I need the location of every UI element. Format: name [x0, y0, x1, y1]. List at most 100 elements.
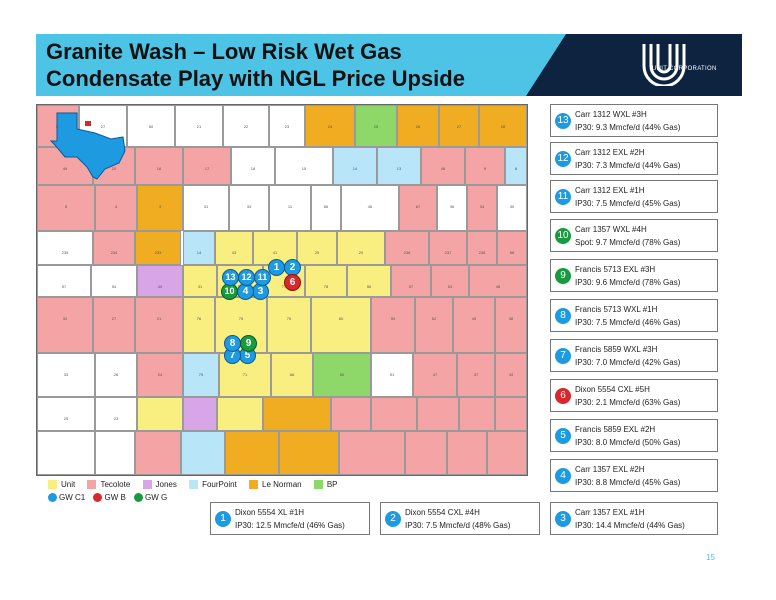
lease-section [263, 397, 331, 431]
unit-logo-icon [642, 44, 686, 86]
well-name: Carr 1312 WXL #3H [575, 110, 647, 119]
well-badge-6: 6 [555, 388, 571, 404]
lease-section: 236 [385, 231, 429, 265]
lease-section [447, 431, 487, 475]
lease-section: 21 [175, 105, 223, 147]
legend-item-tecolote: Tecolote [87, 480, 130, 490]
lease-section: 234 [93, 231, 135, 265]
lease-section [459, 397, 495, 431]
well-production: IP30: 7.0 Mmcfe/d (42% Gas) [575, 358, 681, 367]
page-number: 15 [706, 553, 715, 562]
lease-section: 51 [371, 353, 413, 397]
lease-section: 38 [495, 297, 527, 353]
well-info-box-8: 8 Francis 5713 WXL #1H IP30: 7.5 Mmcfe/d (… [550, 299, 718, 332]
well-badge-5: 5 [555, 428, 571, 444]
lease-section [487, 431, 527, 475]
lease-section: 16 [135, 147, 183, 185]
well-name: Carr 1357 WXL #4H [575, 225, 647, 234]
well-production: IP30: 2.1 Mmcfe/d (63% Gas) [575, 398, 681, 407]
lease-section: 40 [137, 265, 183, 297]
lease-section: 26 [397, 105, 439, 147]
legend-gwb: GW B [93, 493, 126, 503]
well-info-box-4: 4 Carr 1357 EXL #2H IP30: 8.8 Mmcfe/d (45%… [550, 459, 718, 492]
well-marker-12[interactable]: 12 [238, 269, 255, 286]
lease-section: 9 [465, 147, 505, 185]
lease-section: 43 [215, 231, 253, 265]
lease-section: 25 [37, 397, 95, 431]
lease-section: 70 [267, 297, 311, 353]
page-title: Granite Wash – Low Risk Wet Gas Condensa… [46, 39, 465, 91]
lease-section: 33 [229, 185, 269, 231]
well-marker-9[interactable]: 9 [240, 335, 257, 352]
lease-section: 31 [183, 265, 217, 297]
lease-section: 8 [505, 147, 527, 185]
lease-section: 11 [269, 185, 311, 231]
well-badge-7: 7 [555, 348, 571, 364]
well-badge-9: 9 [555, 268, 571, 284]
lease-section: 14 [333, 147, 377, 185]
lease-section: 54 [91, 265, 137, 297]
lease-section: 76 [183, 297, 215, 353]
well-info-box-5: 5 Francis 5859 EXL #2H IP30: 8.0 Mmcfe/d (… [550, 419, 718, 452]
lease-section: 29 [297, 231, 337, 265]
lease-section: 66 [311, 185, 341, 231]
lease-section [135, 431, 181, 475]
legend-item-bp: BP [313, 480, 338, 490]
well-info-box-7: 7 Francis 5859 WXL #3H IP30: 7.0 Mmcfe/d (… [550, 339, 718, 372]
well-marker-1[interactable]: 1 [268, 259, 285, 276]
lease-section: 50 [127, 105, 175, 147]
well-marker-13[interactable]: 13 [222, 269, 239, 286]
well-production: IP30: 7.5 Mmcfe/d (46% Gas) [575, 318, 681, 327]
texas-icon [49, 112, 126, 180]
lease-section: 32 [37, 297, 93, 353]
lease-section: 37 [457, 353, 495, 397]
well-name: Dixon 5554 CXL #5H [575, 385, 650, 394]
lease-section: 24 [305, 105, 355, 147]
lease-section: 24 [137, 353, 183, 397]
lease-section: 59 [371, 297, 415, 353]
lease-section [137, 397, 183, 431]
well-production: Spot: 9.7 Mmcfe/d (78% Gas) [575, 238, 681, 247]
lease-section: 49 [453, 297, 495, 353]
lease-section: 34 [467, 185, 497, 231]
lease-section: 14 [183, 231, 215, 265]
legend-item-lenorman: Le Norman [249, 480, 302, 490]
well-marker-11[interactable]: 11 [254, 269, 271, 286]
lease-map: 3627502122232425262728492016171815141346… [36, 104, 528, 476]
lease-section [95, 431, 135, 475]
lease-section [495, 397, 527, 431]
well-info-box-6: 6 Dixon 5554 CXL #5H IP30: 2.1 Mmcfe/d (63… [550, 379, 718, 412]
banner-dark-panel [566, 34, 742, 96]
lease-section: 3 [137, 185, 183, 231]
lease-section: 50 [313, 353, 371, 397]
lease-section: 233 [135, 231, 181, 265]
well-production: IP30: 14.4 Mmcfe/d (44% Gas) [575, 521, 685, 530]
lease-section: 30 [497, 185, 527, 231]
lease-section: 52 [415, 297, 453, 353]
lease-section [37, 431, 95, 475]
legend-item-unit: Unit [48, 480, 75, 490]
lease-section: 26 [95, 353, 137, 397]
lease-section: 238 [467, 231, 497, 265]
lease-section: 31 [183, 185, 229, 231]
lease-section: 23 [269, 105, 305, 147]
well-badge-1: 1 [215, 511, 231, 527]
lease-section: 60 [311, 297, 371, 353]
lease-section: 13 [377, 147, 421, 185]
well-marker-6[interactable]: 6 [284, 274, 301, 291]
lease-section [417, 397, 459, 431]
well-production: IP30: 7.5 Mmcfe/d (48% Gas) [405, 521, 511, 530]
well-marker-8[interactable]: 8 [224, 335, 241, 352]
well-name: Dixon 5554 XL #1H [235, 508, 305, 517]
well-badge-2: 2 [385, 511, 401, 527]
lease-section: 23 [95, 397, 137, 431]
lease-section [181, 431, 225, 475]
lease-section [405, 431, 447, 475]
lease-section: 47 [413, 353, 457, 397]
well-type-legend: GW C1 GW B GW G [48, 493, 173, 503]
well-name: Carr 1357 EXL #2H [575, 465, 645, 474]
lease-section: 22 [223, 105, 269, 147]
lease-section [371, 397, 417, 431]
lease-section: 235 [37, 231, 93, 265]
well-name: Carr 1357 EXL #1H [575, 508, 645, 517]
